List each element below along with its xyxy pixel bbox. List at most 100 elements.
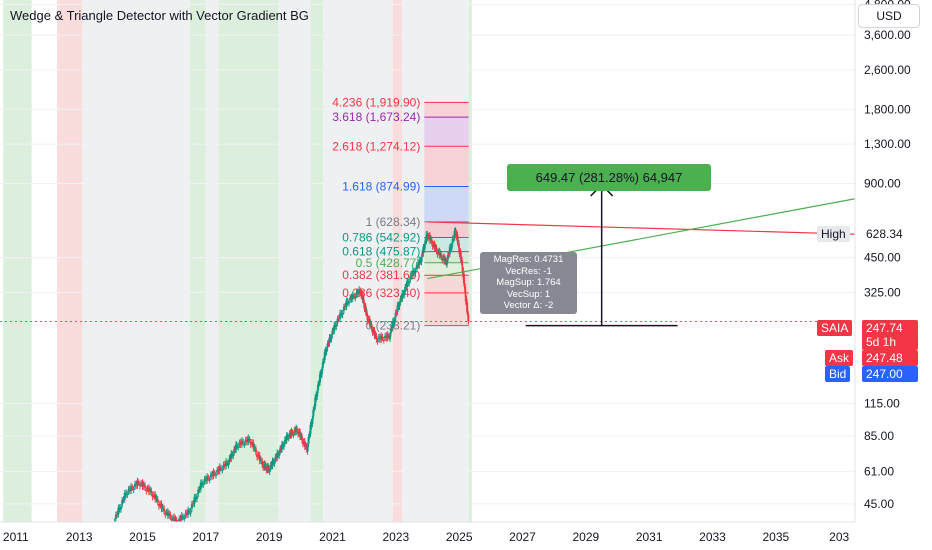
candle-body	[428, 235, 431, 241]
candle-body	[182, 516, 185, 518]
candle-body	[269, 465, 272, 469]
x-tick-label: 2023	[382, 530, 409, 544]
candle-body	[262, 466, 265, 468]
candle-body	[466, 311, 469, 314]
fib-level-label: 2.618 (1,274.12)	[332, 139, 420, 153]
y-tick-label: 1,300.00	[864, 137, 911, 151]
x-tick-label: 2015	[129, 530, 156, 544]
candle-body	[300, 436, 303, 440]
x-tick-label: 2011	[3, 530, 29, 544]
candle-body	[435, 247, 438, 251]
candle-body	[292, 434, 295, 436]
x-tick-label: 203	[829, 530, 849, 544]
x-tick-label: 2033	[699, 530, 726, 544]
candle-body	[353, 295, 356, 297]
y-tick-label: 1,800.00	[864, 102, 911, 116]
candle-body	[440, 254, 443, 257]
candle-body	[278, 454, 281, 456]
x-tick-label: 2029	[572, 530, 599, 544]
candle-body	[193, 497, 196, 504]
bg-zone-red	[57, 0, 83, 522]
candle-body	[356, 291, 359, 295]
candle-body	[346, 300, 349, 303]
candle-body	[286, 435, 289, 437]
candle-body	[467, 314, 470, 322]
candle-body	[409, 275, 412, 280]
candle-body	[254, 448, 257, 453]
candle-body	[128, 488, 131, 491]
fib-zone	[424, 146, 469, 187]
candle-body	[313, 406, 316, 409]
candle-body	[426, 234, 429, 236]
candle-body	[415, 265, 418, 269]
candle-body	[366, 318, 369, 322]
fib-zone	[424, 117, 469, 147]
candle-body	[280, 443, 283, 450]
candle-body	[336, 318, 339, 323]
candle-body	[206, 476, 209, 481]
candle-body	[297, 431, 300, 435]
candle-body	[122, 499, 125, 501]
candle-body	[460, 258, 463, 260]
fib-level-label: 1.618 (874.99)	[342, 179, 420, 193]
candle-body	[136, 480, 139, 486]
candle-body	[390, 328, 393, 330]
candle-body	[150, 490, 153, 493]
candle-body	[389, 328, 392, 334]
candle-body	[259, 459, 262, 461]
candle-body	[283, 439, 286, 443]
candle-body	[227, 463, 230, 466]
candle-body	[307, 437, 310, 444]
candle-body	[366, 312, 369, 317]
ticker-badge: SAIA	[817, 320, 853, 336]
candle-body	[174, 518, 177, 521]
candle-body	[203, 479, 206, 482]
candle-body	[125, 492, 128, 495]
candle-body	[214, 474, 217, 476]
candle-body	[379, 336, 381, 340]
candle-body	[168, 513, 171, 516]
candle-body	[211, 473, 214, 477]
candle-body	[296, 429, 299, 431]
candle-body	[424, 240, 427, 245]
candle-body	[417, 264, 419, 266]
candle-body	[361, 293, 364, 300]
candle-body	[247, 437, 250, 442]
fib-zone	[424, 186, 469, 222]
candle-body	[434, 246, 437, 249]
fib-level-label: 1 (628.34)	[366, 215, 421, 229]
candle-body	[464, 286, 467, 294]
candle-body	[311, 419, 314, 425]
currency-button[interactable]: USD	[858, 4, 920, 28]
candle-body	[430, 239, 433, 243]
candle-body	[328, 337, 331, 344]
fib-level-label: 3.618 (1,673.24)	[332, 110, 420, 124]
ask-label: Ask	[825, 350, 854, 366]
candle-body	[248, 439, 251, 441]
candle-body	[273, 462, 276, 464]
candle-body	[445, 261, 448, 265]
candle-body	[285, 435, 288, 441]
candle-body	[299, 431, 302, 437]
candle-body	[231, 454, 234, 456]
countdown: 5d 1h	[862, 334, 918, 350]
candle-body	[194, 496, 197, 499]
candle-body	[318, 382, 321, 384]
candle-body	[155, 497, 158, 500]
candle-body	[184, 513, 187, 516]
candle-body	[407, 281, 410, 283]
candle-body	[261, 461, 264, 465]
candle-body	[330, 337, 333, 340]
candle-body	[230, 453, 233, 459]
candle-body	[202, 484, 205, 486]
x-tick-label: 2031	[636, 530, 663, 544]
candle-body	[387, 335, 390, 337]
candle-body	[145, 489, 148, 492]
candle-body	[452, 237, 455, 239]
candle-body	[362, 298, 365, 300]
candle-body	[310, 421, 313, 427]
candle-body	[399, 298, 402, 303]
candle-body	[423, 247, 426, 250]
candle-body	[138, 484, 141, 487]
